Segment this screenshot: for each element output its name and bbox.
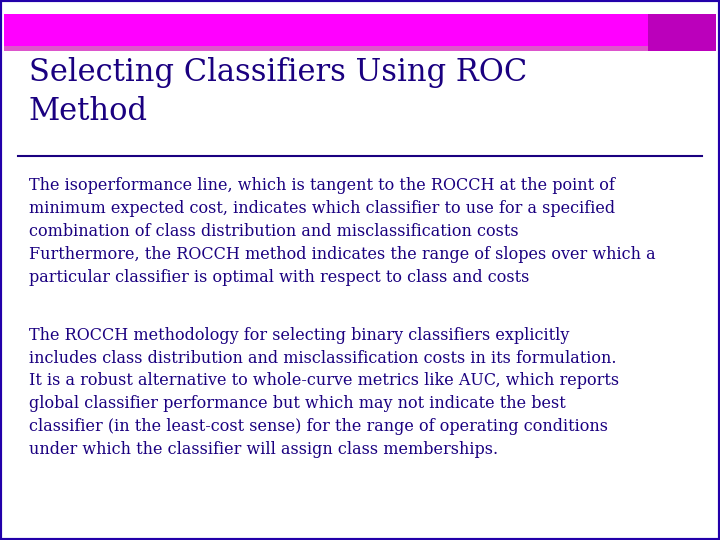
Text: The ROCCH methodology for selecting binary classifiers explicitly
includes class: The ROCCH methodology for selecting bina… xyxy=(29,327,619,458)
Text: Selecting Classifiers Using ROC
Method: Selecting Classifiers Using ROC Method xyxy=(29,57,527,127)
Text: The isoperformance line, which is tangent to the ROCCH at the point of
minimum e: The isoperformance line, which is tangen… xyxy=(29,177,655,286)
